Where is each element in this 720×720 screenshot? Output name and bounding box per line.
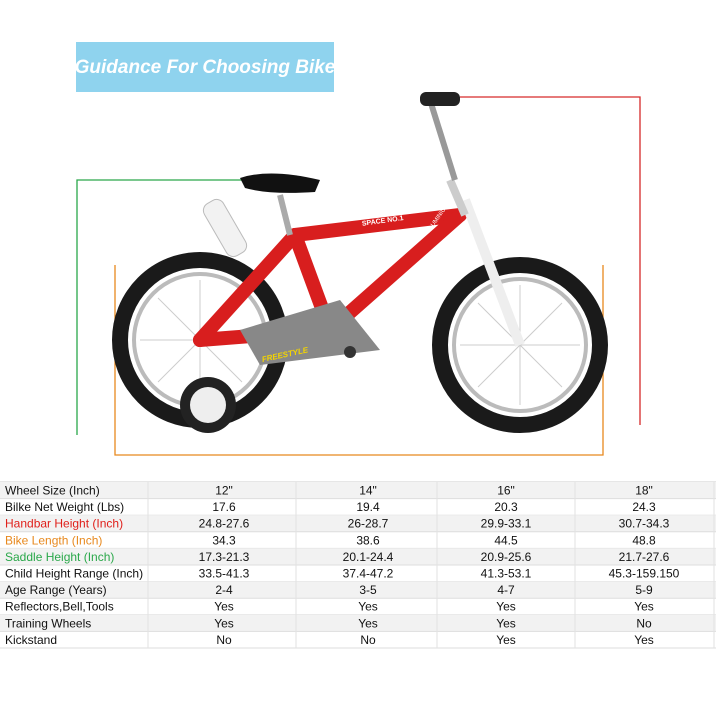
saddle-line [76, 179, 250, 435]
cell: 44.5 [494, 533, 518, 547]
bike: SPACE NO.1 ROYALALLOY FREESTYLE ALUMINIU… [112, 92, 608, 433]
fork [460, 198, 525, 347]
row-label: Kickstand [5, 633, 57, 647]
banner [76, 42, 334, 92]
banner-title: Guidance For Choosing Bike [75, 57, 336, 78]
cell: No [216, 633, 232, 647]
row-background [0, 614, 716, 632]
cell: 20.1-24.4 [343, 550, 394, 564]
cell: 24.3 [632, 500, 656, 514]
cell: 33.5-41.3 [199, 566, 250, 580]
cell: Yes [214, 600, 234, 614]
cell: 30.7-34.3 [619, 517, 670, 531]
cell: 20.9-25.6 [481, 550, 532, 564]
front-rim [452, 277, 588, 413]
spec-table: Wheel Size (Inch) 12" 14" 16" 18" Bilke Net W… [0, 481, 716, 649]
row-background [0, 581, 716, 599]
stem [446, 178, 469, 217]
training-hub [190, 387, 226, 423]
row-label: Handbar Height (Inch) [5, 517, 123, 531]
cell: Yes [496, 600, 516, 614]
cell: 41.3-53.1 [481, 566, 532, 580]
row-background [0, 548, 716, 565]
cell: 16" [497, 483, 515, 497]
cell: 2-4 [215, 583, 233, 597]
cell: 12" [215, 483, 233, 497]
cell: 19.4 [356, 500, 380, 514]
cell: 37.4-47.2 [343, 566, 394, 580]
row-label: Age Range (Years) [5, 583, 107, 597]
row-label: Wheel Size (Inch) [5, 483, 100, 497]
cell: Yes [496, 616, 516, 630]
cell: 18" [635, 483, 653, 497]
grip [420, 92, 460, 106]
cell: 5-9 [635, 583, 653, 597]
cell: Yes [634, 600, 654, 614]
cell: 45.3-159.150 [609, 566, 680, 580]
row-label: Reflectors,Bell,Tools [5, 600, 114, 614]
handlebar [427, 99, 458, 181]
row-label: Bike Length (Inch) [5, 533, 102, 547]
cell: Yes [358, 616, 378, 630]
cell: 20.3 [494, 500, 518, 514]
cell: 3-5 [359, 583, 377, 597]
handbar-line [460, 96, 641, 425]
saddle [240, 173, 320, 193]
cell: No [360, 633, 376, 647]
cell: Yes [358, 600, 378, 614]
cell: 17.3-21.3 [199, 550, 250, 564]
row-label: Child Height Range (Inch) [5, 566, 143, 580]
cell: No [636, 616, 652, 630]
bottle [202, 198, 248, 258]
pedal [344, 346, 356, 358]
front-tire [432, 257, 608, 433]
cell: 14" [359, 483, 377, 497]
cell: 17.6 [212, 500, 236, 514]
cell: 24.8-27.6 [199, 517, 250, 531]
cell: Yes [496, 633, 516, 647]
cell: 4-7 [497, 583, 515, 597]
row-label: Saddle Height (Inch) [5, 550, 114, 564]
cell: 34.3 [212, 533, 236, 547]
row-label: Bilke Net Weight (Lbs) [5, 500, 124, 514]
seat-post [277, 194, 293, 236]
cell: 26-28.7 [348, 517, 389, 531]
row-background [0, 482, 716, 499]
row-background [0, 515, 716, 532]
cell: Yes [634, 633, 654, 647]
cell: 48.8 [632, 533, 656, 547]
cell: 21.7-27.6 [619, 550, 670, 564]
row-label: Training Wheels [5, 616, 91, 630]
cell: Yes [214, 616, 234, 630]
cell: 29.9-33.1 [481, 517, 532, 531]
cell: 38.6 [356, 533, 380, 547]
